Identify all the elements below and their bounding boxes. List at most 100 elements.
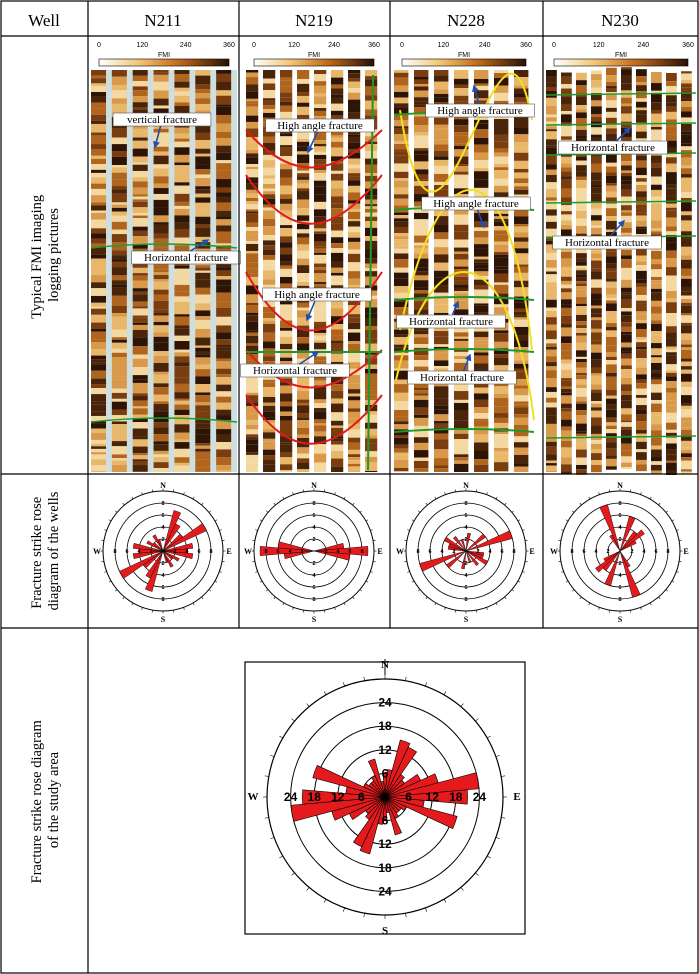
rose-north-label: N (617, 481, 623, 490)
rose-ring-label: 6 (276, 549, 279, 555)
rose-ring-label: 24 (473, 790, 487, 804)
rose-tick (411, 580, 415, 583)
rose-ring-label: 4 (312, 525, 316, 531)
rose-petal (162, 523, 207, 552)
rose-ring-label: 2 (161, 561, 164, 567)
rose-tick (334, 492, 336, 495)
rose-north-label: N (463, 481, 469, 490)
rose-ring-label: 2 (476, 549, 479, 555)
fmi-scale-tick: 360 (368, 42, 380, 49)
header-well-n219: N219 (295, 11, 333, 30)
rose-tick (571, 510, 575, 513)
rose-tick (649, 602, 652, 606)
rose-petal (132, 542, 164, 552)
fmi-scale-tick: 240 (180, 42, 192, 49)
rose-petal (452, 535, 467, 552)
rose-tick (495, 496, 498, 500)
rose-ring-label: 12 (331, 790, 345, 804)
rose-ring-label: 6 (500, 549, 503, 555)
rose-tick (517, 580, 521, 583)
fmi-scale-tick: 120 (288, 42, 300, 49)
rose-petal (365, 796, 386, 820)
rose-ring-label: 4 (336, 549, 340, 555)
rose-tick (201, 502, 204, 506)
rose-diagram-study-area: 6666121212121818181824242424NESW (244, 659, 526, 937)
rose-tick (501, 775, 506, 777)
rose-petal (146, 540, 164, 552)
annotation-label: High angle fracture (433, 198, 519, 210)
rose-tick (561, 529, 564, 531)
rose-ring-label: 6 (464, 513, 467, 519)
rose-tick (108, 519, 112, 522)
rose-tick (370, 529, 373, 531)
rose-petal (313, 546, 369, 556)
fmi-scale-title: FMI (308, 52, 320, 59)
rose-tick (501, 817, 506, 819)
rose-tick (323, 691, 327, 695)
rose-petal (460, 539, 467, 552)
annotation-box (421, 196, 531, 211)
rose-tick (114, 589, 118, 592)
annotation-box (112, 112, 212, 127)
annotation-box (240, 363, 350, 378)
rose-ring (114, 502, 212, 600)
rose-petal (367, 758, 386, 798)
rose-tick (665, 589, 669, 592)
horizontal-trace (545, 435, 697, 439)
rose-tick (425, 907, 428, 912)
rose-ring-label: 2 (452, 549, 455, 555)
rose-tick (495, 754, 500, 757)
fmi-panel-n230: 0 120 240 360 FMI (546, 42, 696, 475)
rose-petal (384, 739, 411, 798)
annotation-arrow (476, 209, 486, 229)
annotation-box (552, 235, 662, 250)
fmi-scale-title: FMI (458, 52, 470, 59)
horizontal-trace (393, 428, 535, 433)
rose-tick (306, 887, 310, 891)
rose-tick (475, 872, 479, 876)
rose-tick (214, 580, 218, 583)
rose-tick (282, 496, 285, 500)
rose-tick (434, 496, 437, 500)
vertical-trace (367, 74, 374, 471)
rose-tick (676, 529, 679, 531)
annotation-arrow (299, 351, 320, 365)
rose-tick (363, 913, 365, 918)
fmi-panel-n219: 0 120 240 360 FMI (246, 42, 382, 472)
rose-ring-label: 6 (197, 549, 200, 555)
rose-petal (119, 550, 164, 579)
rose-petal (312, 765, 386, 798)
rose-ring-label: 8 (464, 597, 467, 603)
rose-petal (384, 746, 418, 798)
rose-petal (619, 529, 645, 552)
rose-ring-label: 2 (606, 549, 609, 555)
rose-ring-label: 4 (642, 549, 646, 555)
rose-tick (676, 571, 679, 573)
rose-ring (441, 526, 491, 576)
rose-tick (292, 607, 294, 610)
rose-ring-label: 6 (382, 814, 389, 828)
rose-petal (352, 796, 386, 848)
rose-petal (380, 781, 386, 798)
fmi-scale-tick: 0 (552, 42, 556, 49)
rose-petal (162, 510, 182, 552)
fmi-color-scale (253, 58, 375, 67)
rose-petal (599, 504, 621, 552)
rose-ring-label: 12 (378, 743, 392, 757)
rose-east-label: E (683, 547, 688, 556)
annotation-label: Horizontal fracture (565, 237, 649, 249)
rose-tick (417, 510, 421, 513)
rose-tick (658, 502, 661, 506)
rose-tick (671, 580, 675, 583)
rose-ring-label: 2 (618, 561, 621, 567)
rose-tick (342, 682, 345, 687)
rose-tick (561, 571, 564, 573)
rose-tick (122, 596, 125, 600)
rose-tick (291, 872, 295, 876)
rose-ring-label: 4 (161, 573, 165, 579)
rose-tick (183, 607, 185, 610)
rose-tick (219, 529, 222, 531)
rose-tick (359, 510, 363, 513)
rose-tick (141, 607, 143, 610)
fmi-scale-tick: 240 (479, 42, 491, 49)
